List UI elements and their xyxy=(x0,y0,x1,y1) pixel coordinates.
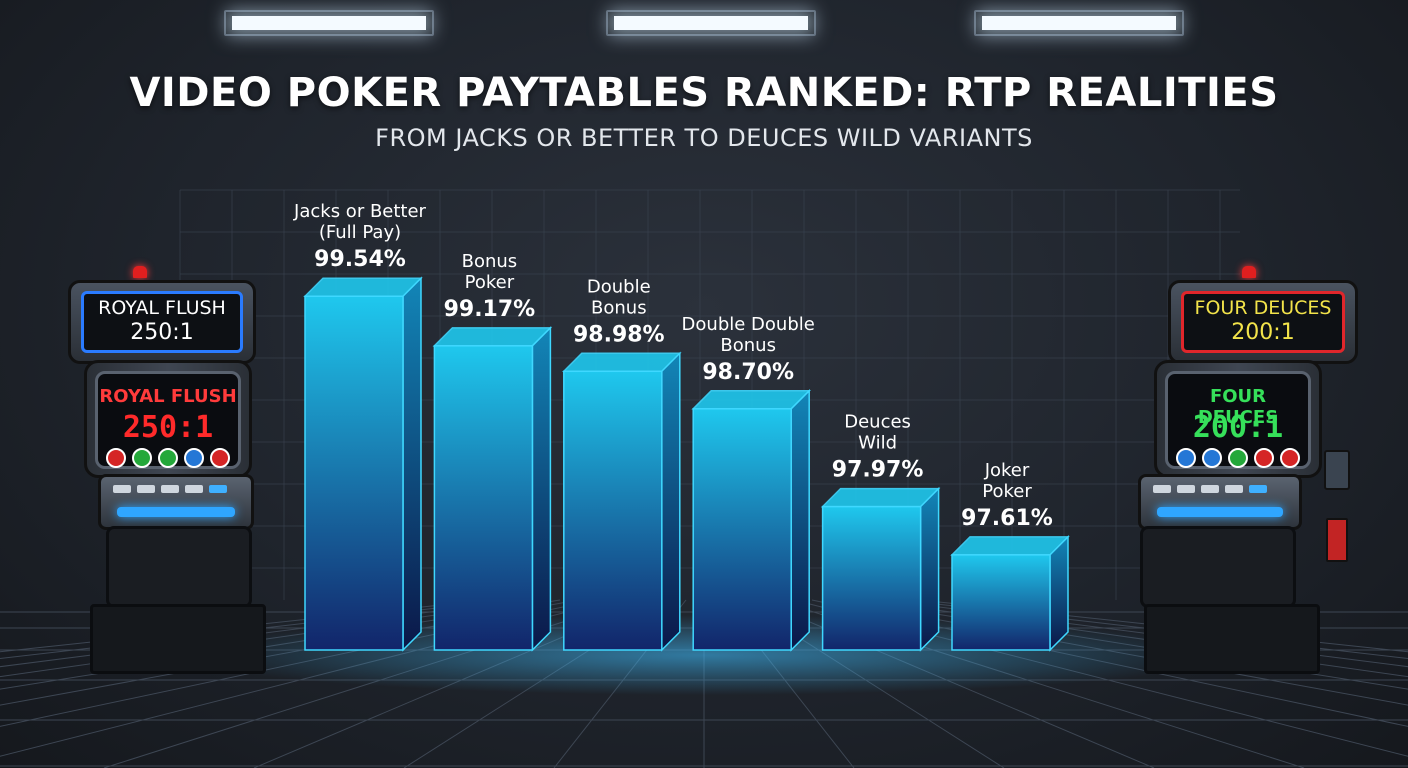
slot-machine-left: ROYAL FLUSH 250:1 ROYAL FLUSH 250:1 xyxy=(40,260,266,674)
play-button[interactable] xyxy=(161,485,179,493)
chip-icon xyxy=(132,448,152,468)
warning-light xyxy=(133,266,147,278)
play-button[interactable] xyxy=(1153,485,1171,493)
chip-icon xyxy=(184,448,204,468)
top-display: FOUR DEUCES 200:1 xyxy=(1181,291,1345,353)
labels-group: 99.54% Jacks or Better(Full Pay) 99.17% Bon… xyxy=(293,201,1053,531)
top-display-line1: ROYAL FLUSH xyxy=(98,297,226,320)
top-display-line2: 250:1 xyxy=(130,320,194,346)
chip-row xyxy=(1168,448,1308,468)
play-button[interactable] xyxy=(1249,485,1267,493)
bar-top-face xyxy=(950,536,1070,556)
top-display: ROYAL FLUSH 250:1 xyxy=(81,291,243,353)
button-deck xyxy=(98,474,254,530)
play-button[interactable] xyxy=(209,485,227,493)
category-label: Joker xyxy=(984,460,1030,481)
top-display-box: ROYAL FLUSH 250:1 xyxy=(68,280,256,364)
light-bar xyxy=(117,507,235,517)
chip-icon xyxy=(1254,448,1274,468)
category-label: Wild xyxy=(858,433,897,454)
warning-light xyxy=(1242,266,1256,278)
chip-icon xyxy=(106,448,126,468)
bar-side-face xyxy=(919,486,940,652)
light-bar xyxy=(1157,507,1283,517)
ceiling-light-center xyxy=(606,10,816,36)
value-label: 99.54% xyxy=(314,247,406,272)
bar-side-face xyxy=(531,326,552,652)
cabinet-base xyxy=(90,604,266,674)
cabinet xyxy=(106,526,252,608)
play-button[interactable] xyxy=(1201,485,1219,493)
bar xyxy=(821,505,922,651)
value-label: 97.61% xyxy=(961,506,1053,531)
top-display-line2: 200:1 xyxy=(1231,320,1295,346)
play-button[interactable] xyxy=(113,485,131,493)
category-label: Bonus xyxy=(462,251,518,272)
bar xyxy=(304,295,404,651)
top-display-line1: FOUR DEUCES xyxy=(1194,297,1332,320)
button-deck xyxy=(1138,474,1302,530)
bar-side-face xyxy=(1049,535,1069,652)
chip-icon xyxy=(210,448,230,468)
slot-machine-right: FOUR DEUCES 200:1 FOUR DEUCES 200:1 xyxy=(1130,260,1370,674)
main-screen: ROYAL FLUSH 250:1 xyxy=(95,371,241,469)
bar-top-face xyxy=(303,277,423,297)
ceiling-light-left xyxy=(224,10,434,36)
bar-top-face xyxy=(432,327,553,347)
screen-line1: ROYAL FLUSH xyxy=(99,386,237,407)
machine-body: ROYAL FLUSH 250:1 xyxy=(84,360,252,478)
bar xyxy=(433,345,534,651)
chip-icon xyxy=(1176,448,1196,468)
chip-icon xyxy=(1228,448,1248,468)
category-label: Bonus xyxy=(720,335,776,356)
play-button[interactable] xyxy=(1225,485,1243,493)
bars-group xyxy=(303,276,1070,652)
play-button[interactable] xyxy=(185,485,203,493)
bar xyxy=(692,408,792,651)
value-label: 98.98% xyxy=(573,322,665,347)
bar-side-face xyxy=(790,388,810,652)
chip-row xyxy=(98,448,238,468)
category-label: (Full Pay) xyxy=(319,222,401,243)
bill-acceptor xyxy=(1326,518,1348,562)
value-label: 98.70% xyxy=(702,360,794,385)
chip-icon xyxy=(158,448,178,468)
play-buttons xyxy=(113,485,227,493)
chip-icon xyxy=(1202,448,1222,468)
category-label: Bonus xyxy=(591,297,647,318)
play-button[interactable] xyxy=(1177,485,1195,493)
card-slot xyxy=(1324,450,1350,490)
bar-side-face xyxy=(402,276,422,652)
bar-top-face xyxy=(691,390,812,410)
category-label: Poker xyxy=(465,272,515,293)
category-label: Deuces xyxy=(844,412,911,433)
category-label: Double Double xyxy=(682,314,815,335)
top-display-box: FOUR DEUCES 200:1 xyxy=(1168,280,1358,364)
cabinet xyxy=(1140,526,1296,608)
main-screen: FOUR DEUCES 200:1 xyxy=(1165,371,1311,469)
page-title: VIDEO POKER PAYTABLES RANKED: RTP REALIT… xyxy=(129,70,1279,116)
value-label: 97.97% xyxy=(832,458,924,483)
bar xyxy=(563,370,663,651)
category-label: Poker xyxy=(982,481,1032,502)
play-buttons xyxy=(1153,485,1267,493)
value-label: 99.17% xyxy=(444,297,536,322)
play-button[interactable] xyxy=(137,485,155,493)
bar-side-face xyxy=(661,351,681,652)
bar-top-face xyxy=(561,352,682,373)
chip-icon xyxy=(1280,448,1300,468)
screen-line2: 250:1 xyxy=(122,410,214,445)
category-label: Double xyxy=(587,276,651,297)
bar-top-face xyxy=(820,487,941,508)
ceiling-light-right xyxy=(974,10,1184,36)
screen-line2: 200:1 xyxy=(1192,410,1284,445)
page-subtitle: FROM JACKS OR BETTER TO DEUCES WILD VARI… xyxy=(375,124,1033,152)
bar xyxy=(951,554,1051,651)
machine-body: FOUR DEUCES 200:1 xyxy=(1154,360,1322,478)
cabinet-base xyxy=(1144,604,1320,674)
category-label: Jacks or Better xyxy=(293,201,427,222)
screen-line1: FOUR DEUCES xyxy=(1197,386,1279,428)
